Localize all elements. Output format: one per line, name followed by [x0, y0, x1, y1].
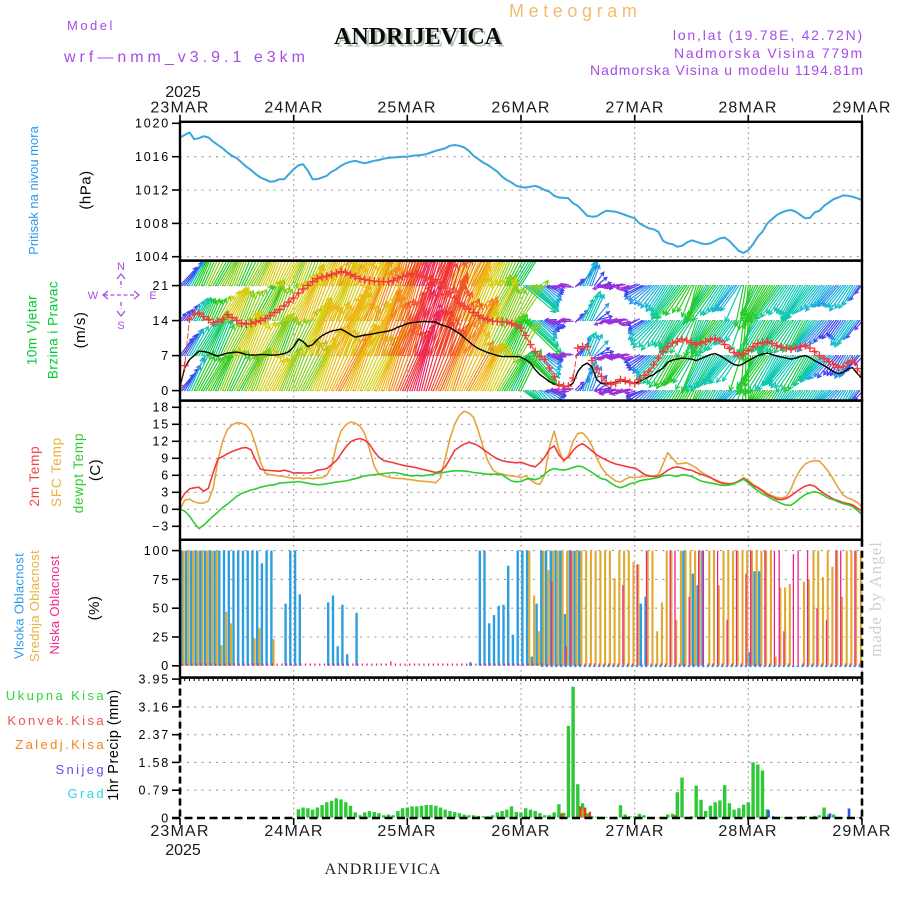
svg-text:Ukupna Kisa: Ukupna Kisa [6, 688, 106, 703]
svg-text:Vlsoka Oblacnost: Vlsoka Oblacnost [12, 553, 27, 659]
svg-text:25MAR: 25MAR [377, 100, 436, 117]
svg-text:Zaledj.Kisa: Zaledj.Kisa [15, 737, 106, 752]
svg-text:(m/s): (m/s) [72, 312, 89, 349]
svg-text:28MAR: 28MAR [718, 100, 777, 117]
svg-text:dewpt Temp: dewpt Temp [71, 433, 86, 514]
svg-text:0.79: 0.79 [138, 784, 170, 798]
svg-text:N: N [117, 261, 125, 273]
svg-text:wrf—nmm_v3.9.1 e3km: wrf—nmm_v3.9.1 e3km [63, 49, 309, 66]
svg-text:ANDRIJEVICA: ANDRIJEVICA [325, 861, 442, 878]
svg-text:14: 14 [152, 314, 170, 328]
svg-text:9: 9 [161, 452, 170, 466]
svg-text:12: 12 [152, 435, 170, 449]
svg-text:15: 15 [152, 418, 170, 432]
svg-text:50: 50 [152, 602, 170, 616]
svg-text:0: 0 [161, 659, 170, 673]
svg-text:25: 25 [152, 630, 170, 644]
svg-text:26MAR: 26MAR [491, 823, 550, 840]
svg-text:1.58: 1.58 [138, 756, 170, 770]
svg-text:Srednja Oblacnost: Srednja Oblacnost [27, 550, 42, 662]
svg-text:1hr Precip (mm): 1hr Precip (mm) [106, 689, 122, 800]
svg-text:Nadmorska Visina 779m: Nadmorska Visina 779m [674, 45, 864, 61]
svg-text:2025: 2025 [165, 842, 201, 859]
svg-text:S: S [117, 320, 124, 332]
svg-text:25MAR: 25MAR [377, 823, 436, 840]
svg-text:2.37: 2.37 [138, 728, 170, 742]
svg-text:3: 3 [161, 486, 170, 500]
svg-text:made by Angel: made by Angel [866, 541, 885, 657]
svg-text:0: 0 [161, 384, 170, 398]
svg-text:Konvek.Kisa: Konvek.Kisa [7, 713, 106, 728]
svg-text:26MAR: 26MAR [491, 100, 550, 117]
svg-text:23MAR: 23MAR [150, 823, 209, 840]
svg-text:18: 18 [152, 401, 170, 415]
svg-text:75: 75 [152, 573, 170, 587]
svg-text:29MAR: 29MAR [832, 823, 891, 840]
svg-text:24MAR: 24MAR [264, 823, 323, 840]
svg-text:ANDRIJEVICA: ANDRIJEVICA [336, 27, 505, 53]
svg-text:29MAR: 29MAR [832, 100, 891, 117]
svg-text:1008: 1008 [135, 217, 170, 231]
svg-text:0: 0 [161, 503, 170, 517]
svg-text:Meteogram: Meteogram [509, 1, 641, 21]
svg-text:23MAR: 23MAR [150, 100, 209, 117]
svg-text:Nadmorska Visina u modelu 1194: Nadmorska Visina u modelu 1194.81m [590, 62, 864, 78]
svg-text:1004: 1004 [135, 250, 170, 264]
svg-text:27MAR: 27MAR [605, 823, 664, 840]
svg-text:Model: Model [67, 18, 115, 33]
svg-text:Brzina i Pravac: Brzina i Pravac [46, 281, 61, 379]
svg-text:27MAR: 27MAR [605, 100, 664, 117]
svg-text:0: 0 [161, 811, 170, 825]
svg-text:3.16: 3.16 [138, 700, 170, 714]
svg-text:2025: 2025 [165, 84, 201, 101]
svg-text:6: 6 [161, 469, 170, 483]
svg-text:Snijeg: Snijeg [55, 762, 106, 777]
svg-text:10m Vjetar: 10m Vjetar [25, 295, 40, 365]
svg-text:(hPa): (hPa) [78, 170, 95, 209]
svg-text:W: W [88, 290, 99, 302]
svg-text:2m Temp: 2m Temp [27, 446, 42, 507]
svg-text:−3: −3 [152, 520, 170, 534]
svg-text:3.95: 3.95 [138, 673, 170, 687]
svg-text:7: 7 [161, 349, 170, 363]
svg-text:(%): (%) [86, 596, 103, 621]
svg-text:Niska Oblacnost: Niska Oblacnost [47, 555, 62, 654]
svg-text:1012: 1012 [135, 183, 170, 197]
svg-text:(C): (C) [87, 459, 104, 481]
svg-text:lon,lat (19.78E, 42.72N): lon,lat (19.78E, 42.72N) [673, 27, 864, 43]
svg-text:21: 21 [152, 279, 170, 293]
svg-text:SFC Temp: SFC Temp [49, 437, 64, 507]
svg-text:Pritisak na nivou mora: Pritisak na nivou mora [26, 125, 41, 254]
svg-text:24MAR: 24MAR [264, 100, 323, 117]
svg-text:1020: 1020 [135, 117, 170, 131]
svg-text:100: 100 [144, 544, 170, 558]
svg-text:1016: 1016 [135, 150, 170, 164]
svg-text:ANDRIJEVICA: ANDRIJEVICA [334, 24, 503, 50]
svg-text:E: E [149, 290, 156, 302]
svg-text:Grad: Grad [67, 786, 106, 801]
svg-text:28MAR: 28MAR [718, 823, 777, 840]
